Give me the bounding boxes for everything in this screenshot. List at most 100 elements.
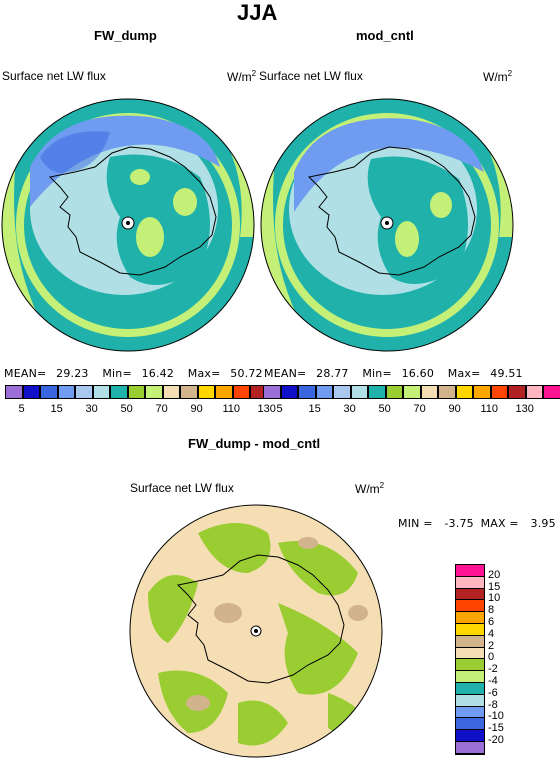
figure-title: JJA	[237, 0, 278, 25]
colorbar-swatch	[22, 385, 40, 399]
colorbar-swatch	[456, 576, 484, 589]
panel-1-max-label: Max=	[187, 367, 221, 380]
colorbar-swatch	[456, 600, 484, 613]
colorbar-tick-label: 8	[488, 604, 495, 617]
panel-3-min-value: -3.75	[444, 517, 474, 530]
panel-3-stats: MIN = -3.75 MAX = 3.95	[398, 517, 556, 530]
colorbar-tick-label: 15	[50, 403, 63, 415]
panel-1-min-label: Min=	[102, 367, 132, 380]
colorbar-swatch	[473, 385, 491, 399]
colorbar-swatch	[263, 385, 281, 399]
panel-3-title: FW_dump - mod_cntl	[188, 436, 321, 451]
panel-2-max-value: 49.51	[490, 367, 523, 380]
colorbar-swatch	[456, 706, 484, 719]
panel-2-units: W/m2	[483, 69, 512, 84]
panel-2-units-sup: 2	[507, 69, 513, 78]
panel-2-mean-value: 28.77	[316, 367, 349, 380]
panel-1-colorbar	[5, 385, 303, 399]
colorbar-swatch	[456, 612, 484, 624]
colorbar-swatch	[543, 385, 560, 399]
colorbar-swatch	[456, 565, 484, 577]
colorbar-swatch	[280, 385, 298, 399]
panel-3-variable: Surface net LW flux	[130, 481, 234, 495]
colorbar-tick-label: 4	[488, 627, 495, 640]
colorbar-swatch	[456, 588, 484, 601]
colorbar-tick-label: -20	[488, 734, 504, 746]
colorbar-tick-label: 5	[276, 403, 283, 415]
colorbar-tick-label: 90	[448, 403, 461, 415]
colorbar-tick-label: 2	[488, 639, 495, 652]
colorbar-tick-label: 10	[488, 592, 501, 605]
panel-2-map	[260, 98, 514, 352]
colorbar-swatch	[456, 659, 484, 672]
colorbar-tick-label: 50	[120, 403, 133, 415]
colorbar-tick-label: 70	[413, 403, 426, 415]
colorbar-tick-label: 130	[515, 403, 534, 415]
colorbar-swatch	[75, 385, 93, 399]
colorbar-swatch	[438, 385, 456, 399]
colorbar-swatch	[215, 385, 233, 399]
colorbar-swatch	[333, 385, 351, 399]
colorbar-swatch	[508, 385, 526, 399]
colorbar-tick-label: 15	[308, 403, 321, 415]
colorbar-tick-label: -8	[488, 698, 498, 711]
colorbar-swatch	[232, 385, 250, 399]
colorbar-swatch	[145, 385, 163, 399]
colorbar-tick-label: 70	[155, 403, 168, 415]
panel-1-mean-value: 29.23	[56, 367, 89, 380]
colorbar-swatch	[456, 694, 484, 707]
colorbar-tick-label: -6	[488, 686, 498, 699]
colorbar-tick-label: 110	[480, 403, 499, 415]
panel-1-stats: MEAN= 29.23 Min= 16.42 Max= 50.72	[4, 367, 263, 380]
colorbar-tick-label: 5	[18, 403, 25, 415]
colorbar-tick-label: 110	[222, 403, 241, 415]
colorbar-swatch	[420, 385, 438, 399]
panel-1-variable: Surface net LW flux	[2, 69, 106, 83]
colorbar-tick-label: 50	[378, 403, 391, 415]
panel-1-max-value: 50.72	[230, 367, 263, 380]
colorbar-swatch	[180, 385, 198, 399]
colorbar-swatch	[456, 635, 484, 648]
colorbar-tick-label: 20	[488, 568, 501, 581]
colorbar-swatch	[385, 385, 403, 399]
panel-1-title: FW_dump	[94, 28, 157, 43]
colorbar-swatch	[456, 718, 484, 731]
panel-2-min-label: Min=	[362, 367, 392, 380]
panel-1-units: W/m2	[227, 69, 256, 84]
colorbar-tick-label: 30	[343, 403, 356, 415]
colorbar-swatch	[456, 682, 484, 695]
panel-2-min-value: 16.60	[401, 367, 435, 380]
colorbar-swatch	[197, 385, 215, 399]
colorbar-tick-label: 90	[190, 403, 203, 415]
panel-1-map	[1, 98, 255, 352]
panel-2-colorbar	[263, 385, 560, 399]
panel-3-units: W/m2	[355, 481, 384, 496]
colorbar-swatch	[525, 385, 543, 399]
panel-2-stats: MEAN= 28.77 Min= 16.60 Max= 49.51	[264, 367, 523, 380]
colorbar-swatch	[490, 385, 508, 399]
colorbar-swatch	[127, 385, 145, 399]
colorbar-tick-label: -15	[488, 722, 504, 735]
colorbar-tick-label: -4	[488, 675, 498, 687]
panel-3-units-text: W/m	[355, 482, 380, 496]
panel-3-units-sup: 2	[379, 481, 385, 490]
colorbar-swatch	[455, 385, 473, 399]
panel-1-min-value: 16.42	[141, 367, 175, 380]
panel-1-units-sup: 2	[251, 69, 257, 78]
panel-3-max-label: MAX =	[480, 517, 519, 530]
panel-3-map	[129, 504, 383, 758]
panel-3-min-label: MIN =	[398, 517, 433, 530]
colorbar-tick-label: -10	[488, 710, 504, 723]
colorbar-swatch	[110, 385, 128, 399]
colorbar-tick-label: -2	[488, 663, 498, 676]
colorbar-swatch	[350, 385, 368, 399]
colorbar-swatch	[456, 730, 484, 742]
colorbar-swatch	[315, 385, 333, 399]
colorbar-tick-label: 6	[488, 616, 495, 628]
colorbar-swatch	[456, 623, 484, 636]
panel-3-max-value: 3.95	[530, 517, 556, 530]
panel-2-title: mod_cntl	[356, 28, 414, 43]
colorbar-swatch	[368, 385, 386, 399]
colorbar-tick-label: 30	[85, 403, 98, 415]
colorbar-tick-label: 15	[488, 580, 501, 593]
